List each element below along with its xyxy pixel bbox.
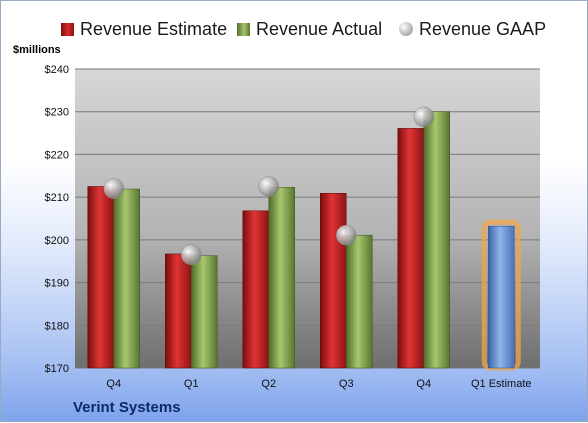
- bar-revenue-estimate: [397, 128, 424, 369]
- bar-revenue-estimate: [165, 253, 192, 369]
- bar-revenue-actual: [113, 188, 140, 369]
- y-tick-label: $210: [45, 192, 69, 204]
- bar-revenue-actual: [346, 234, 373, 369]
- y-axis-unit-label: $millions: [13, 44, 61, 56]
- y-tick-label: $190: [45, 278, 69, 290]
- x-tick-label: Q4: [106, 378, 121, 390]
- legend-swatch-estimate: [61, 22, 74, 36]
- x-tick-label: Q3: [339, 378, 354, 390]
- x-tick-label: Q1 Estimate: [471, 378, 532, 390]
- bar-revenue-actual: [191, 255, 218, 369]
- y-tick-label: $240: [45, 64, 69, 76]
- chart-legend: Revenue Estimate Revenue Actual Revenue …: [1, 14, 588, 44]
- plot-area-background: [75, 69, 540, 368]
- marker-revenue-gaap: [413, 106, 434, 128]
- y-tick-label: $230: [45, 107, 69, 119]
- bar-revenue-estimate: [87, 186, 114, 369]
- legend-item-gaap: Revenue GAAP: [399, 14, 546, 44]
- gridlines: [75, 68, 540, 369]
- marker-revenue-gaap: [258, 176, 279, 197]
- legend-item-estimate: Revenue Estimate: [61, 14, 227, 44]
- x-tick-label: Q1: [184, 378, 199, 390]
- marker-revenue-gaap: [181, 244, 202, 266]
- company-name: Verint Systems: [73, 399, 181, 416]
- y-tick-label: $200: [45, 235, 69, 247]
- legend-item-actual: Revenue Actual: [237, 14, 382, 44]
- bar-revenue-actual: [423, 111, 450, 369]
- y-tick-label: $220: [45, 149, 69, 161]
- y-axis-tick-labels: $170 $180 $190 $200 $210 $220 $230 $240: [45, 64, 69, 375]
- legend-label-estimate: Revenue Estimate: [80, 18, 228, 39]
- marker-revenue-gaap: [336, 224, 357, 246]
- gaap-markers: [103, 106, 434, 266]
- legend-label-gaap: Revenue GAAP: [419, 18, 547, 39]
- bar-revenue-actual: [268, 187, 295, 369]
- y-tick-label: $180: [45, 320, 69, 332]
- bar-revenue-forecast: [488, 225, 515, 369]
- y-tick-label: $170: [45, 363, 69, 375]
- legend-swatch-actual: [237, 22, 250, 36]
- bars: [87, 111, 521, 371]
- x-tick-label: Q2: [261, 378, 276, 390]
- bar-revenue-estimate: [242, 210, 269, 369]
- x-axis-tick-labels: Q4 Q1 Q2 Q3 Q4 Q1 Estimate: [106, 378, 531, 390]
- marker-revenue-gaap: [103, 178, 124, 199]
- legend-label-actual: Revenue Actual: [256, 18, 383, 39]
- x-tick-label: Q4: [416, 378, 431, 390]
- bar-revenue-estimate: [320, 193, 347, 369]
- legend-swatch-gaap: [399, 22, 413, 36]
